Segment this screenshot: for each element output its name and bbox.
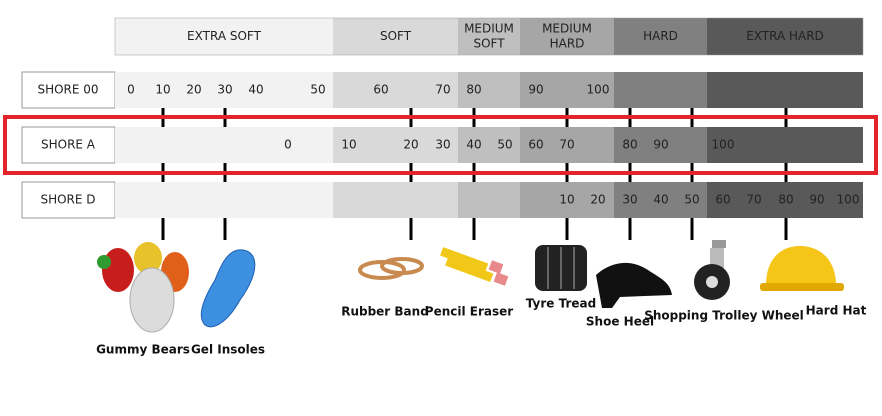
- scale-number: 90: [653, 138, 668, 152]
- example-label: Shoe Heel: [586, 315, 654, 329]
- trolley-wheel-icon: [694, 240, 730, 300]
- row-band: [614, 72, 707, 108]
- gel-insoles-icon: [200, 249, 256, 328]
- scale-number: 0: [127, 83, 135, 97]
- band-label: SOFT: [473, 37, 505, 51]
- highlight-frame: [3, 115, 878, 175]
- pencil-eraser-icon: [440, 247, 509, 286]
- scale-number: 20: [403, 138, 418, 152]
- row-band: [707, 182, 863, 218]
- scale-number: 40: [466, 138, 481, 152]
- row-band: [520, 72, 614, 108]
- row-label: SHORE A: [41, 138, 96, 152]
- row-label-box: [21, 181, 116, 219]
- row-band: [458, 72, 520, 108]
- band-label: MEDIUM: [542, 22, 592, 36]
- scale-number: 100: [712, 138, 735, 152]
- row-band: [458, 127, 520, 163]
- row-band: [115, 182, 333, 218]
- row-band: [115, 72, 333, 108]
- scale-number: 10: [155, 83, 170, 97]
- scale-number: 50: [310, 83, 325, 97]
- scale-number: 80: [466, 83, 481, 97]
- scale-number: 0: [284, 138, 292, 152]
- scale-number: 80: [622, 138, 637, 152]
- row-band: [707, 127, 863, 163]
- rubber-band-icon: [358, 257, 424, 280]
- scale-number: 50: [497, 138, 512, 152]
- scale-number: 40: [248, 83, 263, 97]
- scale-number: 70: [435, 83, 450, 97]
- band-label: EXTRA HARD: [746, 29, 824, 43]
- scale-number: 10: [341, 138, 356, 152]
- row-band: [520, 182, 614, 218]
- band: [333, 18, 458, 55]
- example-label: Pencil Eraser: [425, 305, 513, 319]
- scale-number: 10: [559, 193, 574, 207]
- shoe-icon: [596, 262, 672, 308]
- scale-number: 90: [809, 193, 824, 207]
- scale-number: 40: [653, 193, 668, 207]
- band-label: SOFT: [380, 29, 412, 43]
- row-band: [707, 72, 863, 108]
- row-band: [115, 127, 333, 163]
- example-label: Shopping Trolley Wheel: [644, 309, 804, 323]
- scale-number: 70: [559, 138, 574, 152]
- band: [115, 18, 333, 55]
- band: [707, 18, 863, 55]
- row-band: [333, 182, 458, 218]
- scale-number: 20: [186, 83, 201, 97]
- band-label: EXTRA SOFT: [187, 29, 262, 43]
- scale-number: 60: [715, 193, 730, 207]
- row-band: [614, 182, 707, 218]
- example-label: Rubber Band: [341, 305, 429, 319]
- scale-number: 50: [684, 193, 699, 207]
- row-band: [458, 182, 520, 218]
- scale-number: 60: [528, 138, 543, 152]
- band-label: HARD: [550, 37, 585, 51]
- row-band: [333, 72, 458, 108]
- scale-number: 70: [746, 193, 761, 207]
- row-band: [614, 127, 707, 163]
- row-band: [520, 127, 614, 163]
- scale-number: 80: [778, 193, 793, 207]
- band-label: HARD: [643, 29, 678, 43]
- row-label: SHORE 00: [37, 83, 98, 97]
- scale-number: 100: [837, 193, 860, 207]
- hard-hat-icon: [760, 246, 844, 291]
- scale-number: 30: [435, 138, 450, 152]
- row-label-box: [21, 126, 116, 164]
- band: [520, 18, 614, 55]
- row-label: SHORE D: [40, 193, 95, 207]
- band: [458, 18, 520, 55]
- row-band: [333, 127, 458, 163]
- scale-number: 60: [373, 83, 388, 97]
- band: [614, 18, 707, 55]
- example-label: Hard Hat: [806, 304, 867, 318]
- scale-number: 100: [587, 83, 610, 97]
- gummy-bears-icon: [97, 242, 189, 333]
- scale-number: 30: [622, 193, 637, 207]
- example-label: Gummy Bears: [96, 343, 190, 357]
- tyre-icon: [535, 245, 587, 291]
- scale-number: 30: [217, 83, 232, 97]
- example-label: Gel Insoles: [191, 343, 265, 357]
- example-label: Tyre Tread: [526, 297, 596, 311]
- scale-number: 20: [590, 193, 605, 207]
- band-label: MEDIUM: [464, 22, 514, 36]
- header-outline: [114, 17, 864, 56]
- scale-number: 90: [528, 83, 543, 97]
